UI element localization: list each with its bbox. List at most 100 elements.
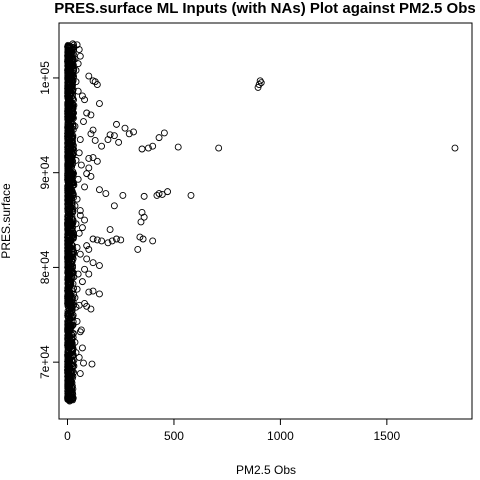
x-axis: 0 500 1000 1500 <box>64 419 401 443</box>
data-point <box>87 305 95 313</box>
data-point <box>155 134 163 142</box>
dense-point <box>65 325 72 333</box>
dense-point <box>64 380 71 388</box>
data-point <box>72 220 80 228</box>
data-point <box>102 190 110 197</box>
data-point <box>65 394 73 402</box>
dense-point <box>69 303 76 311</box>
data-point <box>76 250 84 258</box>
data-point <box>76 370 84 377</box>
data-point <box>93 157 101 165</box>
data-point <box>98 142 106 150</box>
dense-point <box>65 258 73 266</box>
dense-point <box>64 154 72 161</box>
data-point <box>83 242 91 250</box>
y-axis-label: PRES.surface <box>0 183 13 259</box>
dense-point <box>70 114 77 122</box>
dense-point <box>64 41 72 49</box>
dense-point <box>64 48 71 56</box>
data-point <box>78 92 86 100</box>
data-point <box>115 138 123 146</box>
data-point <box>215 144 223 152</box>
data-point <box>74 60 82 68</box>
data-point <box>73 285 81 293</box>
dense-point <box>70 285 78 292</box>
dense-point <box>64 275 71 283</box>
data-point <box>160 129 168 137</box>
data-point <box>89 126 97 134</box>
data-point <box>69 372 77 380</box>
dense-point <box>64 237 71 244</box>
dense-point <box>68 77 76 84</box>
data-point <box>75 149 83 157</box>
data-point <box>158 191 166 198</box>
data-point <box>78 224 86 232</box>
data-point <box>71 122 79 130</box>
dense-point <box>65 287 72 295</box>
dense-point <box>64 176 71 184</box>
dense-point <box>67 246 74 253</box>
x-tick-label: 1000 <box>267 429 294 443</box>
x-tick-label: 1500 <box>373 429 400 443</box>
dense-point <box>66 239 73 246</box>
dense-point <box>65 124 72 131</box>
y-tick-label: 1e+05 <box>38 61 52 95</box>
data-point <box>155 190 163 197</box>
data-point <box>108 237 116 245</box>
data-point <box>81 265 88 273</box>
y-axis: 7e+04 8e+04 9e+04 1e+05 <box>38 61 59 379</box>
data-point <box>113 120 120 128</box>
dense-point <box>64 200 71 208</box>
dense-point <box>68 148 76 156</box>
data-point <box>83 170 91 178</box>
data-point <box>451 144 459 152</box>
data-point <box>73 195 81 203</box>
dense-point <box>64 284 71 292</box>
data-point <box>72 303 80 311</box>
dense-point <box>66 297 73 304</box>
data-point <box>78 278 86 286</box>
x-tick-label: 0 <box>64 429 71 443</box>
data-point <box>130 128 137 136</box>
data-point <box>140 192 148 200</box>
dense-point <box>64 205 71 213</box>
dense-point <box>64 124 71 132</box>
data-point <box>121 124 129 132</box>
dense-point <box>64 58 71 66</box>
dense-point <box>64 80 72 88</box>
data-point <box>164 188 172 196</box>
dense-point <box>66 169 73 177</box>
dense-point <box>69 257 76 265</box>
data-point <box>71 55 79 63</box>
dense-point <box>68 304 75 312</box>
dense-point <box>65 228 73 236</box>
data-point <box>89 259 97 267</box>
y-tick-label: 9e+04 <box>38 156 52 190</box>
dense-point <box>64 366 71 374</box>
data-point <box>69 40 77 48</box>
data-point <box>134 245 142 253</box>
dense-point <box>66 382 73 389</box>
data-point <box>95 186 103 194</box>
dense-point <box>64 207 72 215</box>
data-point <box>98 237 106 245</box>
plot-frame <box>58 22 473 420</box>
data-point <box>85 245 93 253</box>
dense-point <box>64 90 72 97</box>
dense-point <box>69 280 77 287</box>
data-point <box>87 173 95 180</box>
data-point <box>83 109 91 117</box>
data-point <box>67 392 75 400</box>
data-point <box>255 81 263 89</box>
dense-point <box>64 268 72 276</box>
dense-point <box>67 213 74 220</box>
dense-point <box>64 135 71 142</box>
dense-point <box>66 316 74 323</box>
data-point <box>110 202 118 210</box>
data-point <box>138 145 146 153</box>
dense-point <box>69 227 77 235</box>
x-axis-label: PM2.5 Obs <box>236 463 296 477</box>
data-point <box>75 353 83 361</box>
dense-point <box>64 144 71 151</box>
data-point <box>76 136 84 143</box>
